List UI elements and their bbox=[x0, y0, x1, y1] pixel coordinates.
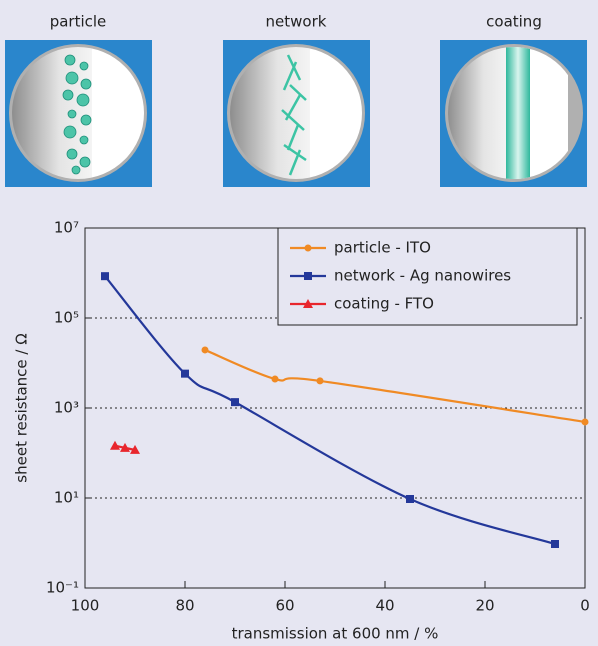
coating-illustration bbox=[440, 40, 587, 187]
y-tick-label: 10³ bbox=[54, 399, 79, 417]
y-tick-label: 10⁵ bbox=[54, 309, 79, 327]
data-point bbox=[101, 272, 109, 281]
y-axis-label: sheet resistance / Ω bbox=[13, 333, 31, 482]
data-point bbox=[231, 398, 239, 407]
panel-label: network bbox=[266, 13, 327, 31]
network-illustration bbox=[223, 40, 370, 187]
x-tick-label: 0 bbox=[580, 597, 590, 615]
legend-box bbox=[277, 227, 578, 326]
y-tick-label: 10⁻¹ bbox=[46, 579, 79, 597]
data-point bbox=[316, 377, 324, 385]
x-tick-label: 100 bbox=[71, 597, 100, 615]
data-point bbox=[120, 442, 130, 452]
panel-label: coating bbox=[486, 13, 542, 31]
particle-illustration bbox=[5, 40, 152, 187]
panel-label: particle bbox=[50, 13, 107, 31]
data-point bbox=[130, 444, 140, 454]
x-tick-label: 80 bbox=[175, 597, 194, 615]
legend-label: coating - FTO bbox=[334, 295, 434, 313]
x-tick-label: 60 bbox=[275, 597, 294, 615]
data-point bbox=[201, 346, 209, 354]
legend-marker bbox=[304, 244, 312, 252]
data-point bbox=[271, 375, 279, 383]
legend-marker bbox=[303, 299, 313, 308]
data-point bbox=[110, 440, 120, 450]
series-line bbox=[104, 275, 556, 546]
y-tick-label: 10⁷ bbox=[54, 219, 79, 237]
y-tick-label: 10¹ bbox=[54, 489, 79, 507]
data-point bbox=[551, 540, 559, 549]
x-tick-label: 20 bbox=[475, 597, 494, 615]
x-tick-label: 40 bbox=[375, 597, 394, 615]
x-axis-label: transmission at 600 nm / % bbox=[232, 625, 439, 643]
data-point bbox=[181, 369, 189, 378]
data-point bbox=[581, 418, 589, 426]
data-point bbox=[406, 495, 414, 504]
legend-label: network - Ag nanowires bbox=[334, 267, 511, 285]
legend-marker bbox=[304, 272, 312, 280]
series-line bbox=[204, 348, 586, 424]
legend-label: particle - ITO bbox=[334, 239, 431, 257]
